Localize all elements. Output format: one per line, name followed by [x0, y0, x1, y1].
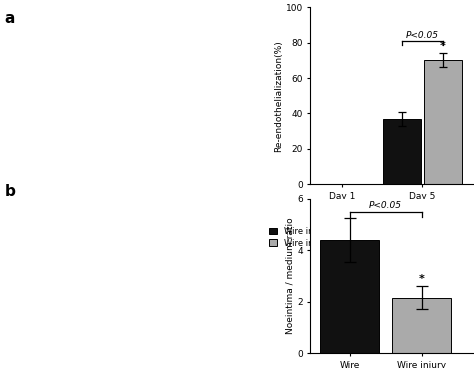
Text: P<0.05: P<0.05 — [406, 31, 439, 40]
Y-axis label: Noeintima / medium ratio: Noeintima / medium ratio — [285, 218, 294, 334]
Text: a: a — [5, 11, 15, 26]
Text: *: * — [440, 40, 446, 51]
Legend: Wire injury, Wire injury +Liraglutide: Wire injury, Wire injury +Liraglutide — [269, 227, 384, 248]
Text: P<0.05: P<0.05 — [369, 201, 402, 210]
Bar — [383, 118, 421, 184]
Text: b: b — [5, 184, 16, 199]
Y-axis label: Re-endothelialization(%): Re-endothelialization(%) — [274, 40, 283, 152]
Bar — [320, 240, 379, 353]
Bar — [424, 60, 462, 184]
Bar — [392, 298, 451, 353]
Text: *: * — [419, 274, 425, 284]
